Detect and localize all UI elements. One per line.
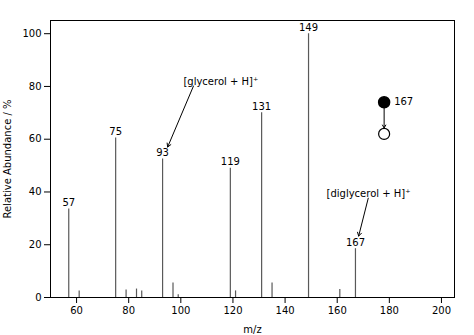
svg-text:167: 167 <box>346 237 365 248</box>
svg-text:149: 149 <box>299 22 318 33</box>
svg-text:167: 167 <box>394 96 413 107</box>
svg-text:200: 200 <box>432 305 451 316</box>
svg-text:[diglycerol + H]⁺: [diglycerol + H]⁺ <box>327 188 411 199</box>
svg-text:80: 80 <box>29 81 42 92</box>
svg-text:93: 93 <box>156 147 169 158</box>
svg-text:60: 60 <box>29 133 42 144</box>
svg-text:57: 57 <box>62 197 75 208</box>
svg-text:0: 0 <box>35 292 41 303</box>
svg-text:75: 75 <box>109 126 122 137</box>
svg-text:119: 119 <box>221 156 240 167</box>
svg-text:120: 120 <box>223 305 242 316</box>
svg-text:131: 131 <box>252 101 271 112</box>
svg-text:100: 100 <box>171 305 190 316</box>
svg-text:Relative Abundance / %: Relative Abundance / % <box>2 99 13 218</box>
svg-text:m/z: m/z <box>243 324 261 335</box>
svg-text:100: 100 <box>22 28 41 39</box>
svg-text:[glycerol + H]⁺: [glycerol + H]⁺ <box>183 76 258 87</box>
svg-text:140: 140 <box>276 305 295 316</box>
svg-text:80: 80 <box>122 305 135 316</box>
svg-text:160: 160 <box>328 305 347 316</box>
svg-text:60: 60 <box>70 305 83 316</box>
svg-text:180: 180 <box>380 305 399 316</box>
svg-text:20: 20 <box>29 239 42 250</box>
svg-text:40: 40 <box>29 186 42 197</box>
